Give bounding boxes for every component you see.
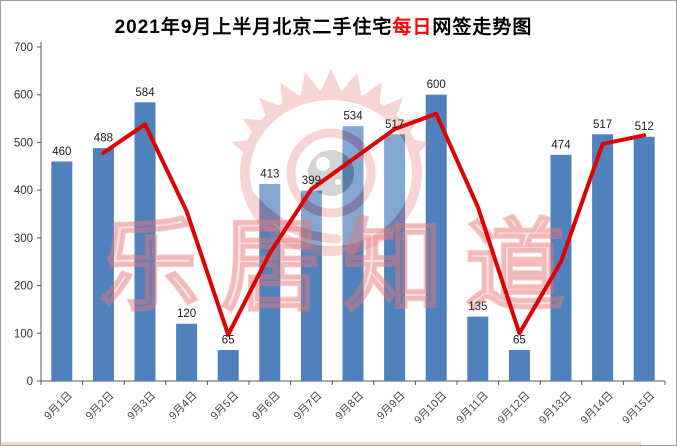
- x-axis-category-label: 9月2日: [84, 390, 117, 423]
- bar: [550, 154, 572, 381]
- logo-pupil-highlight: [316, 157, 330, 171]
- x-axis-category-label: 9月3日: [125, 390, 158, 423]
- y-axis-tick-label: 600: [14, 90, 33, 102]
- bar-value-label: 517: [593, 119, 612, 131]
- bar: [384, 134, 406, 381]
- x-axis-category-label: 9月9日: [375, 390, 408, 423]
- bar-value-label: 120: [177, 308, 196, 320]
- bar-value-label: 65: [513, 334, 526, 346]
- x-axis-category-label: 9月6日: [250, 390, 283, 423]
- sina-eye-logo-watermark: [231, 69, 431, 256]
- bar: [425, 94, 447, 381]
- x-axis-category-label: 9月5日: [209, 390, 242, 423]
- x-axis-category-label: 9月8日: [333, 390, 366, 423]
- bar: [51, 161, 73, 381]
- bar-value-label: 474: [551, 139, 571, 151]
- bar-value-label: 135: [468, 301, 487, 313]
- bar-value-label: 584: [135, 87, 155, 99]
- title-part-2-highlight: 每日: [392, 17, 433, 38]
- bar: [217, 349, 239, 381]
- logo-eyelid: [242, 186, 342, 244]
- bar-value-label: 65: [222, 334, 235, 346]
- x-axis-category-label: 9月11日: [454, 390, 490, 426]
- bar-value-label: 399: [302, 175, 321, 187]
- bar-value-label: 600: [427, 79, 446, 91]
- logo-flame: [231, 69, 431, 159]
- bar: [92, 148, 114, 381]
- bar: [176, 323, 198, 381]
- y-axis-tick-label: 100: [14, 328, 33, 340]
- y-axis-tick-label: 500: [14, 137, 33, 149]
- x-axis-category-label: 9月7日: [292, 390, 325, 423]
- bar: [342, 126, 364, 381]
- x-axis-category-label: 9月10日: [412, 390, 449, 427]
- bar-value-label: 488: [94, 133, 113, 145]
- bar: [508, 349, 530, 381]
- bar: [300, 190, 322, 381]
- x-axis-category-label: 9月12日: [495, 390, 532, 427]
- bar-value-label: 517: [385, 119, 404, 131]
- x-axis-category-label: 9月14日: [579, 390, 616, 427]
- title-part-1: 2021年9月上半月北京二手住宅: [114, 17, 393, 38]
- y-axis-tick-label: 0: [27, 376, 33, 388]
- x-axis-category-label: 9月1日: [42, 390, 75, 423]
- bar-value-label: 460: [52, 146, 71, 158]
- bar: [134, 102, 156, 381]
- y-axis-tick-label: 200: [14, 281, 33, 293]
- leju-text-watermark: 乐居知道: [99, 211, 587, 323]
- title-part-3: 网签走势图: [432, 17, 533, 38]
- bar: [592, 134, 614, 381]
- trend-line: [101, 111, 647, 337]
- x-axis-category-label: 9月4日: [167, 390, 200, 423]
- watermark-fragment: [1, 442, 641, 445]
- x-axis-category-label: 9月13日: [537, 390, 574, 427]
- bar: [467, 316, 489, 381]
- bar: [259, 183, 281, 381]
- bar: [633, 136, 655, 381]
- bar-value-label: 534: [343, 111, 363, 123]
- bar-value-label: 512: [635, 121, 654, 133]
- bar-value-label: 413: [260, 168, 279, 180]
- x-axis-category-label: 9月15日: [620, 390, 657, 427]
- y-axis-tick-label: 700: [14, 42, 33, 54]
- logo-pupil-glint: [335, 179, 341, 185]
- y-axis-tick-label: 300: [14, 233, 33, 245]
- chart-title: 2021年9月上半月北京二手住宅每日网签走势图: [1, 12, 646, 39]
- y-axis-tick-label: 400: [14, 185, 33, 197]
